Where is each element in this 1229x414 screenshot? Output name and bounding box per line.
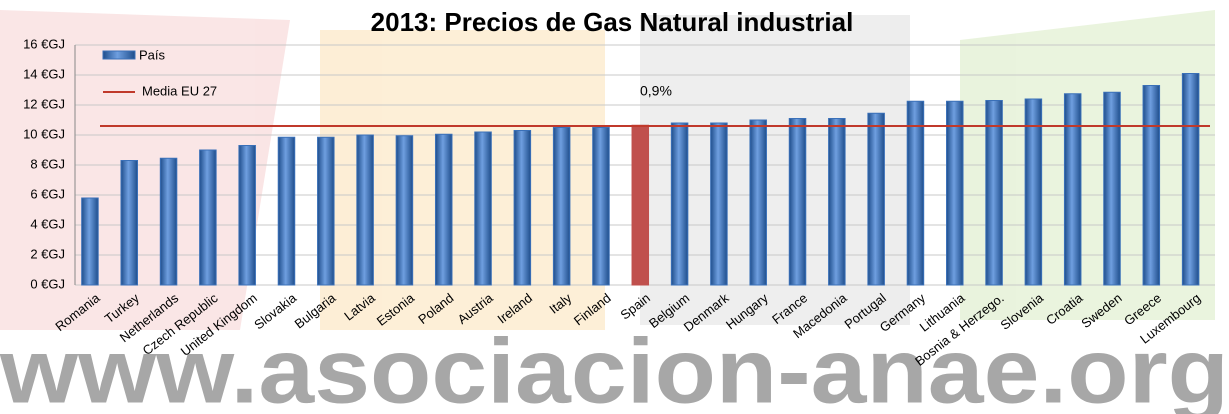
bar xyxy=(81,197,99,286)
bar xyxy=(199,149,217,286)
bar xyxy=(631,124,650,286)
bar xyxy=(513,130,532,286)
bar xyxy=(474,131,492,286)
bar xyxy=(1142,85,1161,286)
y-tick-label: 14 €GJ xyxy=(23,66,65,81)
bar xyxy=(1103,91,1121,286)
bar xyxy=(1181,73,1200,286)
bar xyxy=(552,127,571,286)
y-tick-label: 8 €GJ xyxy=(30,156,65,171)
legend-label: País xyxy=(139,47,166,62)
bar xyxy=(277,136,296,286)
bar xyxy=(867,112,885,286)
legend-swatch xyxy=(102,50,136,60)
watermark: www.asociacion-anae.org xyxy=(0,320,1229,414)
y-tick-label: 6 €GJ xyxy=(30,186,65,201)
bar xyxy=(238,145,256,286)
bar xyxy=(159,157,178,286)
annotation: 0,9% xyxy=(640,83,672,99)
bar xyxy=(749,119,767,286)
chart-title: 2013: Precios de Gas Natural industrial xyxy=(371,7,854,37)
bar xyxy=(906,100,925,286)
bar xyxy=(317,136,335,286)
y-tick-label: 4 €GJ xyxy=(30,216,65,231)
bar xyxy=(670,122,689,286)
y-tick-label: 2 €GJ xyxy=(30,246,65,261)
bar xyxy=(434,133,453,286)
legend-label: Media EU 27 xyxy=(142,83,217,98)
bar xyxy=(710,122,728,286)
y-tick-label: 10 €GJ xyxy=(23,126,65,141)
bar xyxy=(985,100,1003,286)
y-tick-label: 16 €GJ xyxy=(23,36,65,51)
bar xyxy=(946,100,964,286)
bar xyxy=(788,118,807,286)
bar xyxy=(120,160,139,286)
bar xyxy=(356,134,374,286)
bar xyxy=(1063,93,1082,286)
y-tick-label: 0 €GJ xyxy=(30,276,65,291)
bar xyxy=(828,118,846,286)
y-tick-label: 12 €GJ xyxy=(23,96,65,111)
bar xyxy=(592,127,610,286)
bar xyxy=(395,135,414,286)
bar xyxy=(1024,98,1043,286)
